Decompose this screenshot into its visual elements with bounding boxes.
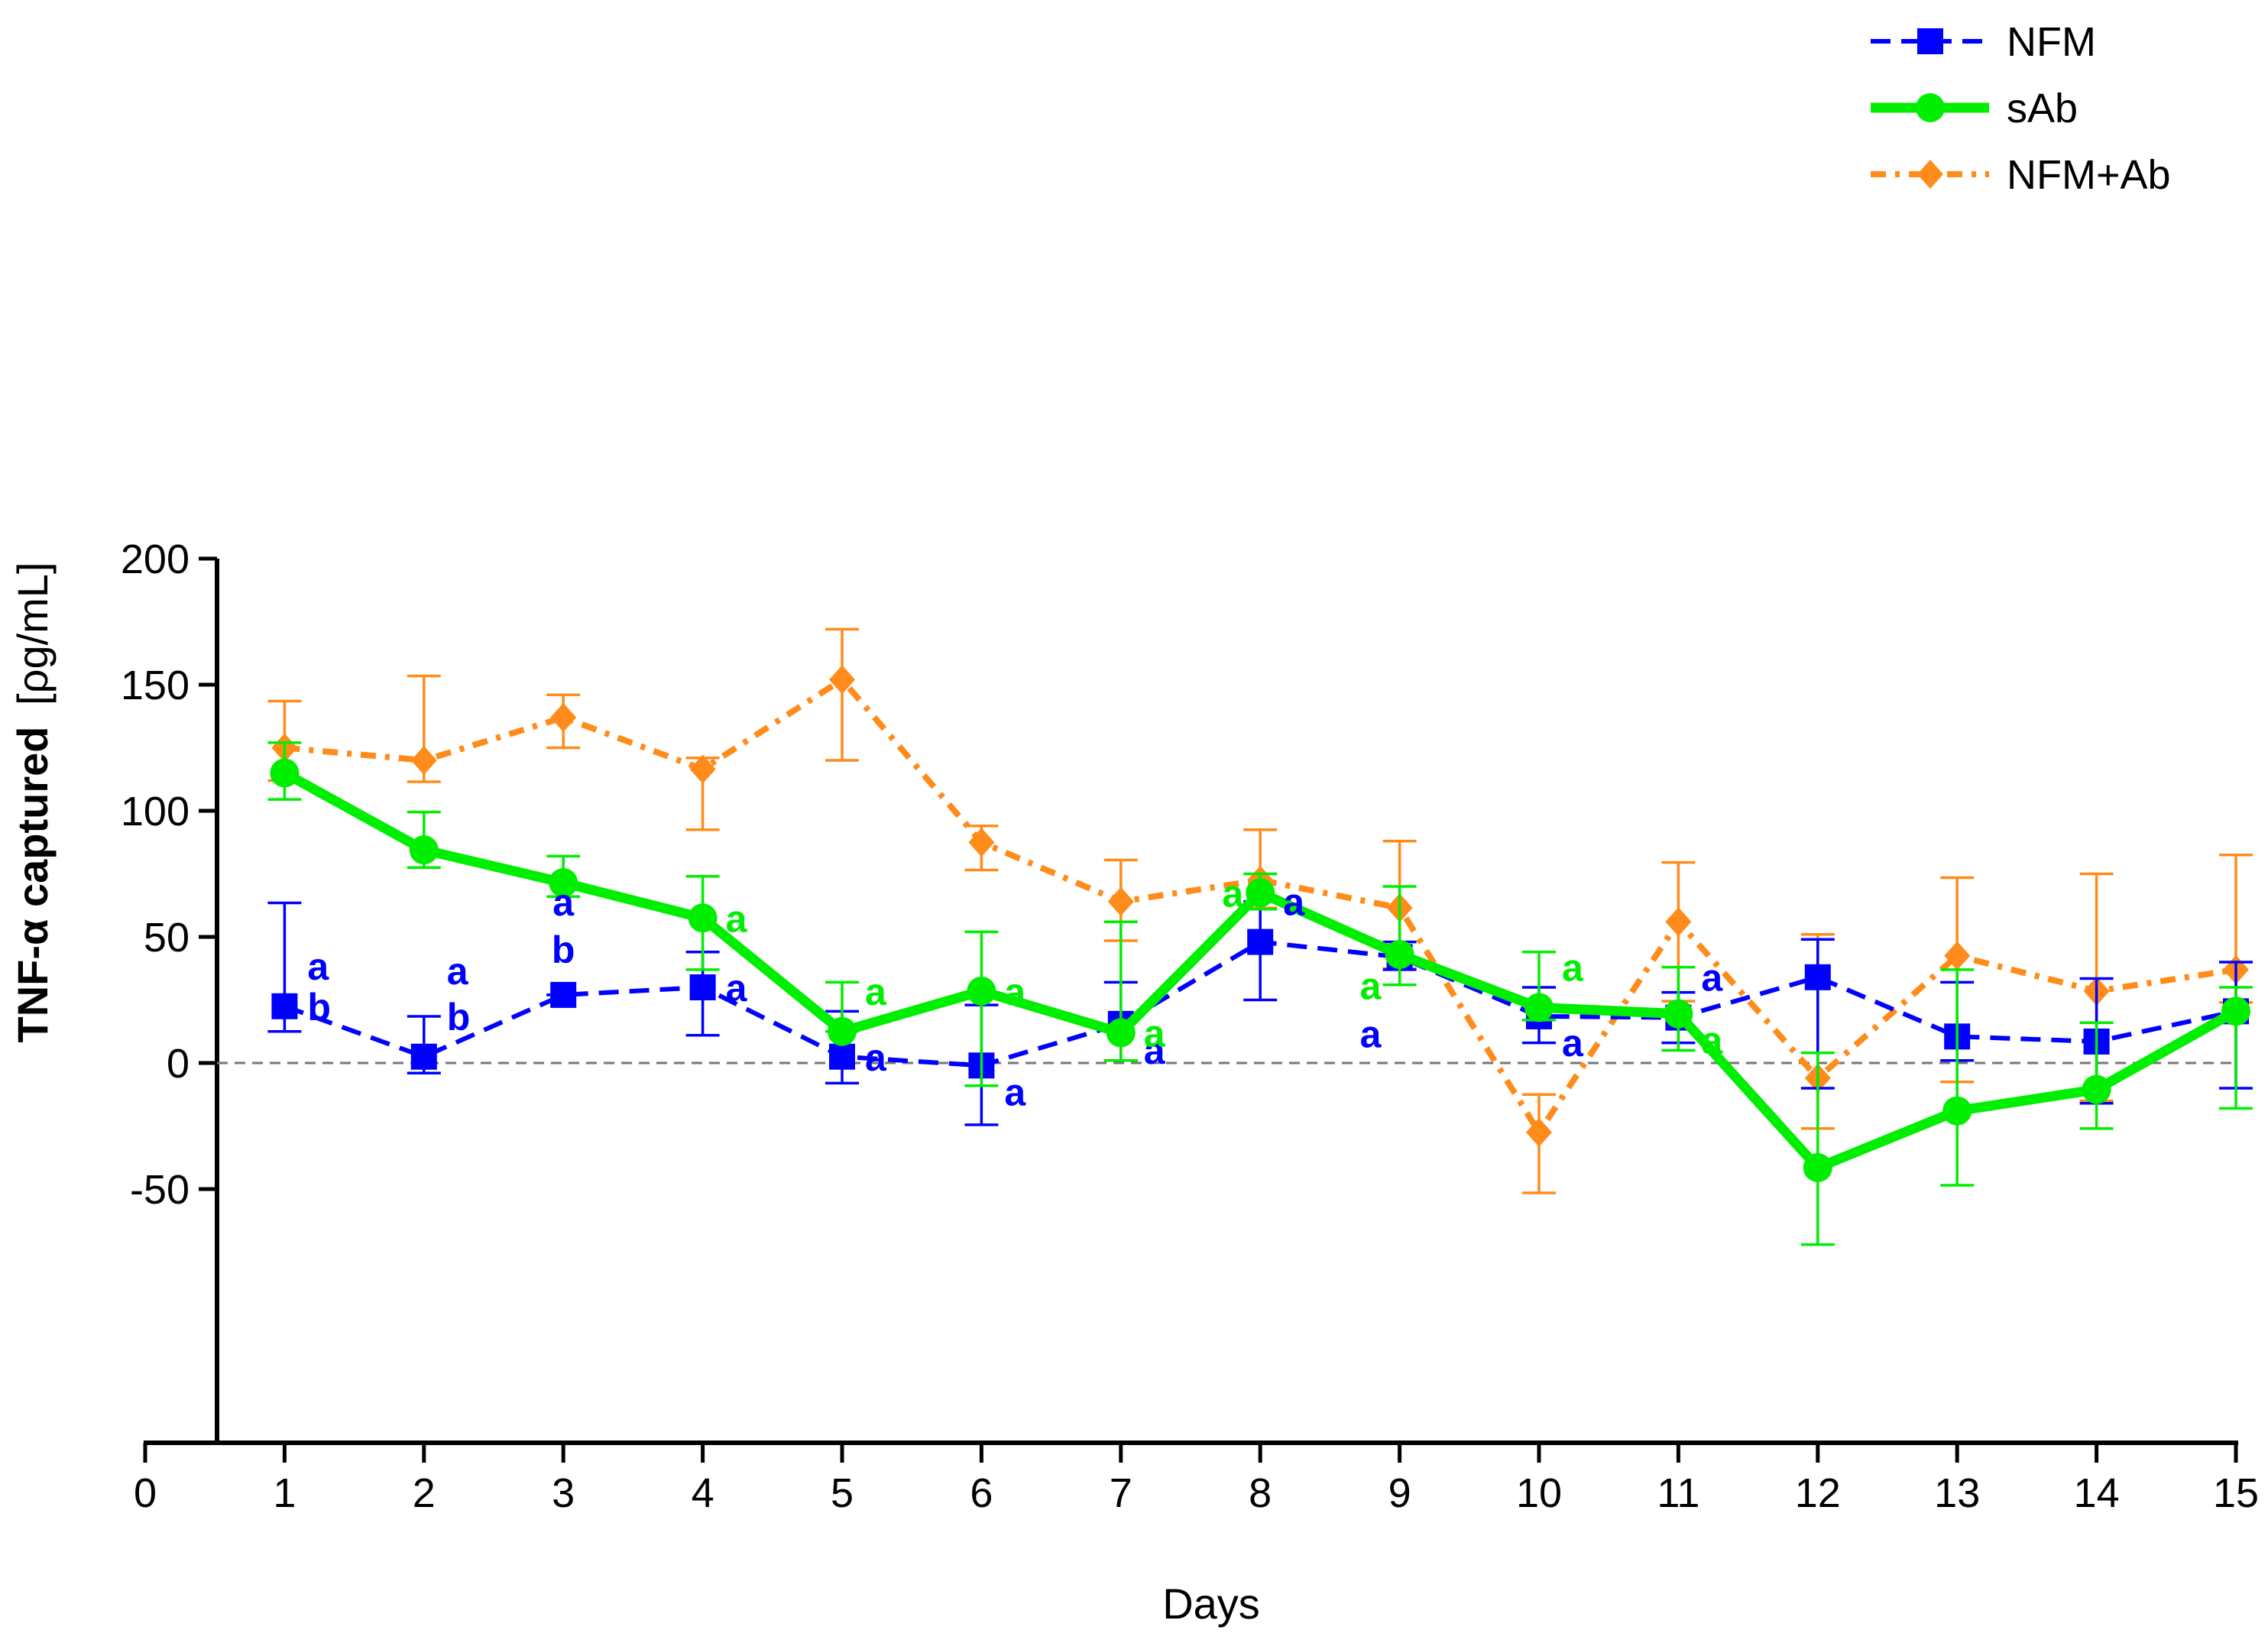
marker-diamond [1665,907,1692,937]
marker-circle [1803,1152,1832,1182]
y-axis-title-unit: [ρg/mL] [8,562,57,705]
x-tick-label: 10 [1516,1470,1562,1516]
x-tick-label: 9 [1388,1470,1411,1516]
significance-letter: b [447,996,471,1039]
x-tick-label: 6 [970,1470,993,1516]
legend-label: NFM+Ab [2007,152,2171,198]
significance-letter: a [1004,1071,1026,1113]
marker-square [1917,28,1943,54]
marker-square [1804,964,1831,990]
marker-circle [1524,993,1554,1022]
x-tick-label: 14 [2074,1470,2120,1516]
y-tick-label: 50 [144,915,190,961]
marker-diamond [829,665,855,695]
legend-item: NFM [1871,19,2096,65]
marker-circle [1385,940,1414,970]
significance-letter: a [865,1036,887,1079]
y-tick-label: 150 [121,663,190,708]
marker-diamond [1917,160,1943,189]
x-tick-label: 13 [1934,1470,1980,1516]
marker-circle [688,903,718,933]
y-axis-title: TNF-α captured [ρg/mL] [8,562,57,1042]
significance-letter: a [1283,881,1305,924]
x-tick-label: 2 [413,1470,436,1516]
significance-letter: a [1004,971,1026,1013]
significance-letter: a [307,945,329,988]
y-tick-label: 0 [167,1041,190,1087]
x-tick-label: 7 [1110,1470,1132,1516]
significance-letter: a [865,971,887,1013]
marker-circle [967,976,996,1006]
series-sab [267,741,2253,1246]
marker-diamond [410,746,437,775]
legend-label: NFM [2007,19,2096,65]
marker-square [829,1043,855,1070]
x-tick-label: 5 [831,1470,854,1516]
marker-circle [1942,1096,1972,1126]
significance-letter: a [1144,1029,1166,1072]
significance-letter: a [1562,946,1584,989]
marker-square [410,1043,437,1070]
x-tick-label: 8 [1249,1470,1272,1516]
x-tick-label: 15 [2213,1470,2259,1516]
x-axis-title: Days [1162,1580,1260,1628]
y-tick-label: 100 [121,789,190,834]
marker-diamond [1107,886,1134,916]
marker-diamond [1526,1117,1552,1147]
legend: NFM sAb NFM+Ab [1871,19,2171,198]
marker-diamond [550,702,577,732]
significance-letter: a [1360,1013,1382,1055]
marker-square [689,974,716,1000]
significance-letter: a [447,950,469,993]
x-tick-label: 11 [1657,1470,1699,1516]
significance-letter: a [1144,1012,1166,1055]
marker-diamond [1944,941,1971,971]
significance-letter: a [1360,964,1382,1007]
significance-letter: a [726,967,748,1009]
significance-letter: a [1701,1019,1723,1062]
significance-letter: a [1562,1022,1584,1065]
marker-square [271,993,298,1019]
significance-letter: a [1701,957,1723,1000]
significance-letter: b [307,986,331,1029]
y-tick-label: 200 [121,536,190,582]
y-tick-label: -50 [130,1167,190,1213]
legend-item: NFM+Ab [1871,152,2171,198]
significance-letter: a [726,897,748,940]
x-tick-label: 3 [552,1470,575,1516]
marker-circle [409,835,439,865]
marker-circle [270,758,300,788]
significance-letter: a [552,881,575,924]
significance-letter: b [552,928,575,971]
marker-circle [1106,1018,1136,1048]
marker-circle [828,1016,857,1046]
legend-label: sAb [2007,86,2078,131]
marker-circle [2221,996,2250,1026]
marker-circle [549,868,578,898]
legend-item: sAb [1871,86,2078,131]
marker-circle [2082,1074,2111,1104]
x-tick-label: 4 [692,1470,714,1516]
y-axis-title-main: TNF-α captured [8,727,57,1043]
marker-circle [1664,999,1693,1029]
series-group [267,627,2253,1246]
marker-diamond [968,828,995,857]
marker-circle [1916,93,1945,122]
significance-letter: a [1222,872,1244,915]
x-tick-label: 1 [273,1470,296,1516]
marker-diamond [689,754,716,784]
marker-circle [1246,878,1275,908]
marker-square [550,981,577,1008]
x-tick-label: 12 [1795,1470,1841,1516]
marker-square [1247,928,1274,955]
x-tick-label: 0 [134,1470,157,1516]
